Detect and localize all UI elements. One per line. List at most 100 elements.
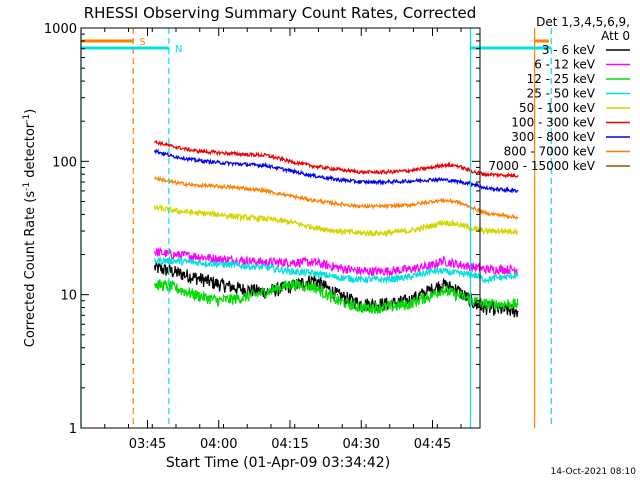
data-point [484,230,486,232]
data-point [408,303,410,305]
legend-label: 300 - 800 keV [511,130,595,144]
data-point [441,199,443,201]
data-point [517,268,519,270]
legend-label: 3 - 6 keV [542,43,596,57]
data-point [154,266,156,269]
y-axis-label-end: ) [23,109,38,114]
data-point [408,268,410,270]
data-point [360,171,362,173]
series-trace [154,175,518,221]
y-tick-label: 1000 [44,22,77,37]
series-trace [154,255,519,285]
data-point [441,260,443,262]
data-point [484,307,486,309]
data-point [241,265,244,267]
data-point [218,213,220,215]
series-trace [154,279,519,314]
series-trace [154,148,518,194]
series-trace [154,204,518,238]
data-point [241,260,244,262]
series-800-7000-kev [154,175,519,221]
data-point [265,261,267,263]
data-point [360,270,362,272]
data-point [265,154,267,156]
data-point [289,261,291,263]
data-point [455,223,457,225]
data-point [170,155,172,157]
data-point [484,268,486,270]
series-trace [154,261,519,318]
data-point [360,205,362,207]
series-300-800-kev [154,148,519,194]
data-point [384,171,386,173]
data-point [431,224,434,227]
data-point [517,230,519,232]
series-trace [154,246,519,278]
data-point [154,283,156,285]
data-point [431,288,434,290]
data-point [289,160,291,162]
y-axis-label-exp2: -1 [22,114,32,123]
y-tick-label: 10 [60,289,77,304]
interval-bar-label: S [139,37,145,48]
data-point [384,232,386,234]
data-point [170,145,172,147]
data-point [154,141,156,143]
data-point [218,185,220,187]
legend-label: 100 - 300 keV [511,116,595,130]
legend-header-line2: Att 0 [601,29,630,43]
data-point [336,276,339,278]
data-point [170,181,172,183]
data-point [441,179,443,181]
data-point [474,183,476,186]
footer-date: 14-Oct-2021 08:10 [551,467,637,477]
legend-label: 25 - 50 keV [527,87,596,101]
axes: 03:45 04:00 04:15 04:30 04:45 1 10 100 1000 [44,22,480,452]
data-point [241,153,244,155]
data-point [517,175,519,177]
data-point [517,190,519,192]
data-point [218,258,220,260]
data-point [441,288,443,290]
data-point [441,283,443,285]
data-layer [154,139,519,318]
data-point [194,150,196,152]
y-tick-label: 1 [69,422,77,437]
data-point [265,291,267,293]
data-point [170,260,172,262]
data-point [517,310,519,312]
data-point [455,288,457,290]
data-point [384,307,386,309]
data-point [336,168,339,170]
data-point [170,270,172,272]
data-point [455,164,457,167]
data-point [241,187,244,189]
series-100-300-kev [154,139,519,179]
y-axis-label: Corrected Count Rate (s-1 detector-1) [22,109,38,347]
data-point [360,278,362,281]
data-point [484,303,486,305]
legend-label: 7000 - 15000 keV [488,159,595,173]
data-point [455,272,457,274]
data-point [154,207,156,209]
series-12-25-kev [154,279,519,314]
series-50-100-kev [154,204,519,238]
data-point [194,159,196,161]
data-point [194,184,196,186]
data-point [336,179,339,181]
data-point [289,270,291,272]
data-point [336,294,339,296]
x-tick-label: 04:30 [343,437,380,452]
data-point [431,200,434,203]
data-point [218,283,220,285]
data-point [289,283,291,285]
data-point [408,276,410,278]
data-point [313,226,315,228]
data-point [474,208,476,210]
data-point [265,266,267,269]
data-point [441,164,443,166]
data-point [218,161,220,164]
